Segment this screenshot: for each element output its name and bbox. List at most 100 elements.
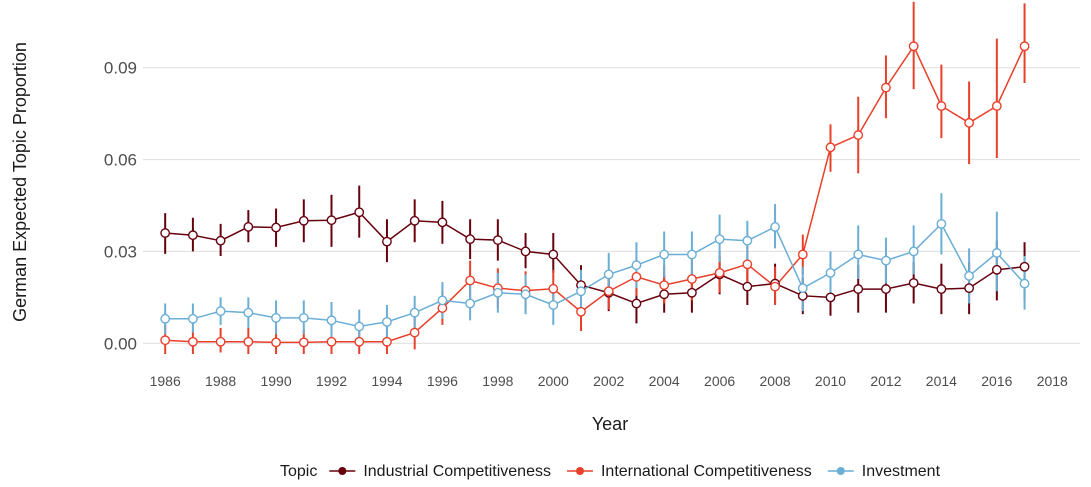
- data-point: [409, 307, 420, 318]
- data-point: [881, 255, 891, 266]
- data-point: [631, 298, 642, 309]
- x-tick-label: 2006: [704, 373, 735, 389]
- legend-label: International Competitiveness: [601, 463, 812, 480]
- data-point: [548, 249, 559, 260]
- x-tick-label: 1992: [316, 373, 347, 389]
- data-point: [964, 117, 975, 128]
- y-axis-ticks: 0.00 0.03 0.06 0.09: [104, 59, 137, 354]
- data-point: [160, 313, 171, 324]
- data-point: [853, 284, 864, 294]
- data-point: [548, 300, 559, 310]
- data-point: [354, 336, 365, 347]
- legend: Topic Industrial Competitiveness Internat…: [280, 463, 941, 480]
- data-point: [187, 336, 198, 347]
- data-point: [271, 312, 281, 323]
- data-point: [686, 287, 697, 298]
- data-point: [354, 207, 365, 218]
- data-point: [215, 235, 226, 246]
- data-point: [298, 337, 309, 348]
- data-point: [631, 260, 642, 271]
- data-point: [964, 271, 975, 281]
- data-point: [686, 249, 697, 260]
- x-axis-ticks: 1986 1988 1990 1992 1994 1996 1998 2000 2002 2004…: [150, 373, 1068, 389]
- data-point: [465, 234, 476, 245]
- data-point: [215, 336, 226, 347]
- legend-label: Industrial Competitiveness: [363, 463, 551, 480]
- data-point: [187, 313, 198, 324]
- data-point: [797, 283, 808, 294]
- data-point: [1019, 261, 1030, 272]
- data-point: [243, 307, 254, 318]
- x-tick-label: 1990: [260, 373, 291, 389]
- data-point: [382, 236, 392, 247]
- x-tick-label: 2004: [649, 373, 680, 389]
- data-point: [437, 295, 448, 306]
- data-point: [271, 337, 281, 348]
- x-tick-label: 2016: [981, 373, 1012, 389]
- x-tick-label: 2010: [815, 373, 846, 389]
- data-point: [492, 235, 503, 245]
- x-tick-label: 1996: [427, 373, 458, 389]
- x-tick-label: 2018: [1037, 373, 1068, 389]
- data-point: [908, 278, 919, 288]
- data-point: [797, 249, 808, 260]
- data-point: [881, 82, 891, 93]
- data-point: [908, 41, 919, 52]
- data-point: [187, 230, 198, 241]
- data-point: [1019, 41, 1030, 52]
- data-point: [659, 280, 670, 291]
- data-point: [991, 248, 1002, 258]
- series-lines: [165, 44, 1026, 344]
- legend-key-dot: [836, 467, 845, 475]
- data-point: [770, 281, 780, 292]
- x-tick-label: 2000: [538, 373, 569, 389]
- data-point: [964, 283, 975, 294]
- data-point: [520, 289, 531, 300]
- data-point: [853, 130, 864, 140]
- data-point: [576, 306, 586, 317]
- data-point: [326, 215, 337, 226]
- data-point: [714, 267, 725, 278]
- data-point: [382, 316, 392, 327]
- data-point: [271, 222, 281, 233]
- data-point: [659, 249, 670, 260]
- legend-label: Investment: [862, 463, 941, 480]
- data-point: [160, 228, 171, 238]
- legend-key-dot: [338, 467, 347, 475]
- x-tick-label: 1988: [205, 373, 236, 389]
- y-tick-label: 0.03: [104, 242, 137, 261]
- data-point: [770, 222, 780, 232]
- data-point: [825, 142, 836, 153]
- data-point: [243, 222, 254, 232]
- y-tick-label: 0.09: [104, 59, 137, 78]
- data-point: [908, 246, 919, 257]
- legend-title: Topic: [280, 463, 317, 480]
- data-point: [603, 269, 614, 280]
- data-point: [215, 306, 226, 317]
- data-point: [465, 275, 476, 286]
- data-point: [326, 315, 337, 326]
- data-points: [160, 41, 1030, 348]
- data-point: [382, 336, 392, 347]
- x-tick-label: 1998: [482, 373, 513, 389]
- data-point: [991, 101, 1002, 111]
- x-tick-label: 2002: [593, 373, 624, 389]
- data-point: [326, 336, 337, 347]
- data-point: [409, 327, 420, 338]
- data-point: [631, 271, 642, 282]
- data-point: [576, 286, 586, 297]
- data-point: [881, 284, 891, 294]
- x-tick-label: 1994: [371, 373, 402, 389]
- x-axis-title: Year: [592, 414, 628, 434]
- data-point: [742, 259, 753, 270]
- data-point: [714, 234, 725, 245]
- data-point: [548, 283, 559, 294]
- data-point: [825, 292, 836, 303]
- data-point: [298, 215, 309, 226]
- series-line: [165, 222, 1026, 328]
- data-point: [603, 286, 614, 297]
- y-axis-title: German Expected Topic Proportion: [10, 42, 30, 322]
- x-tick-label: 1986: [150, 373, 181, 389]
- data-point: [243, 336, 254, 347]
- series-line: [165, 44, 1026, 344]
